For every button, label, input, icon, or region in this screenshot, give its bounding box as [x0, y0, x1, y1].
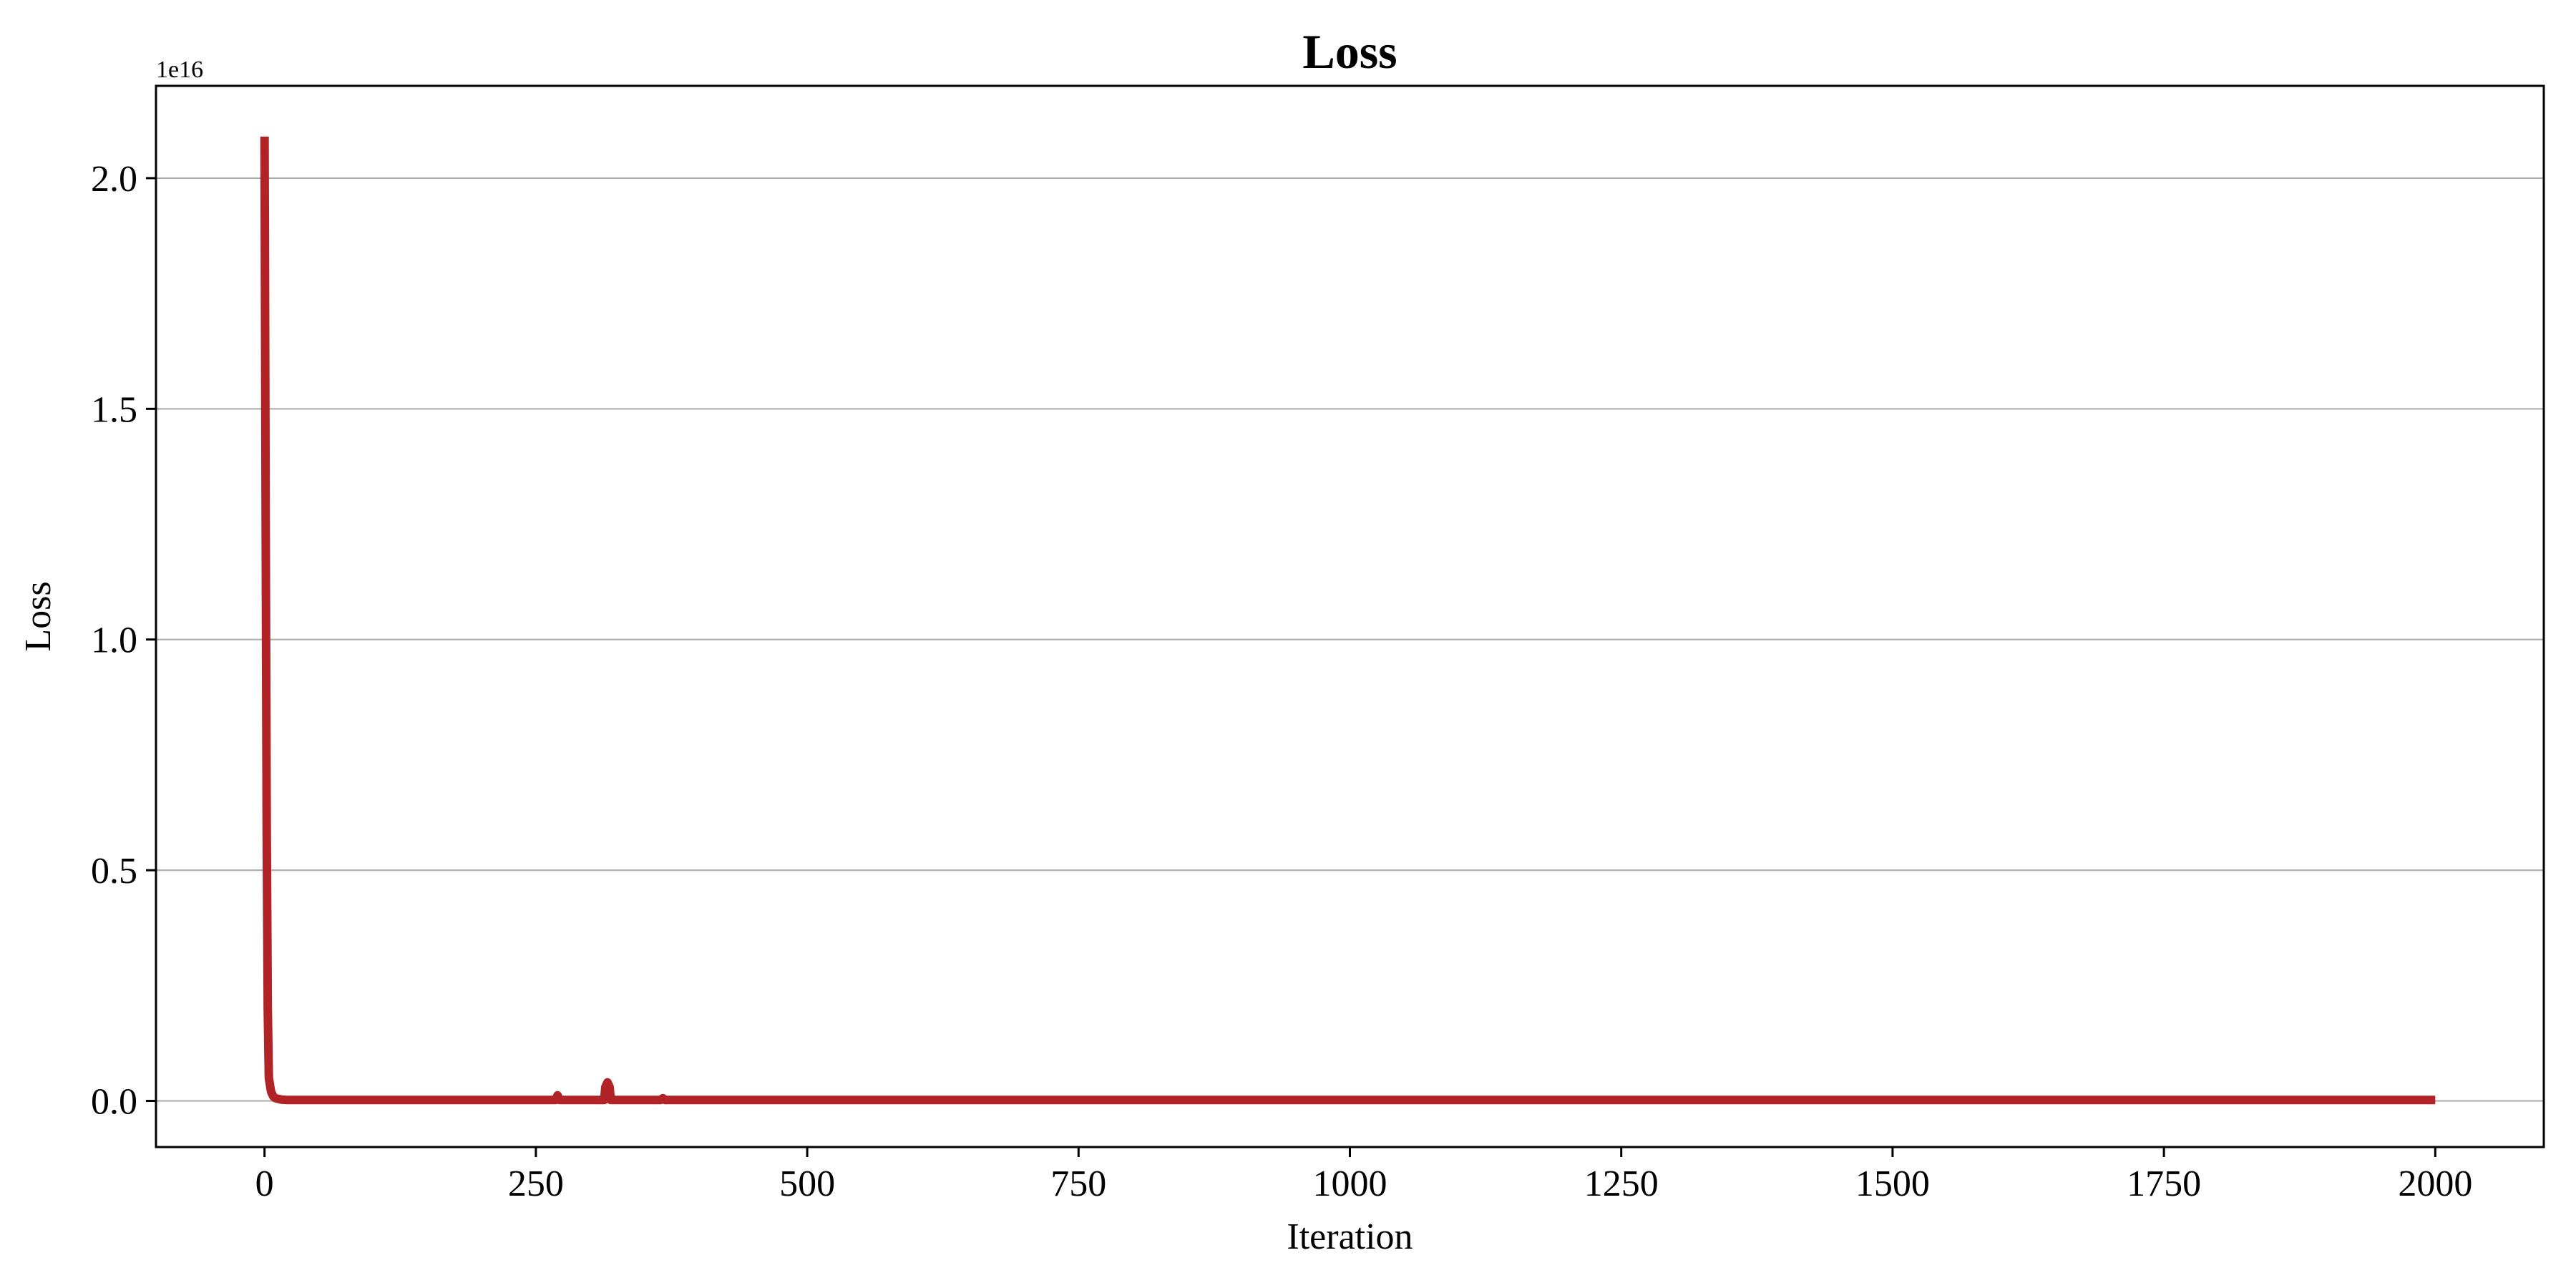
plot-frame: [155, 84, 2545, 1148]
x-tick-label: 1750: [2127, 1163, 2201, 1204]
x-tick-label: 2000: [2398, 1163, 2472, 1204]
y-tick-label: 1.5: [91, 389, 137, 430]
y-tick-label: 0.0: [91, 1082, 137, 1123]
y-axis-offset-label: 1e16: [156, 57, 203, 83]
x-axis-ticks: 0 250 500 750 1000 1250 1500 1750 2000: [255, 1147, 2472, 1204]
y-axis-ticks: 0.0 0.5 1.0 1.5 2.0: [91, 159, 156, 1123]
x-tick-label: 1000: [1313, 1163, 1387, 1204]
x-tick-label: 500: [779, 1163, 835, 1204]
chart-title: Loss: [1302, 24, 1397, 79]
series-layer: [260, 136, 2436, 1105]
x-tick-label: 250: [508, 1163, 564, 1204]
y-tick-label: 1.0: [91, 620, 137, 661]
x-axis-label: Iteration: [1287, 1216, 1413, 1257]
x-tick-label: 750: [1050, 1163, 1106, 1204]
y-tick-label: 2.0: [91, 159, 137, 200]
x-tick-label: 0: [255, 1163, 274, 1204]
x-tick-label: 1500: [1855, 1163, 1930, 1204]
grid-lines: [156, 177, 2544, 1102]
y-tick-label: 0.5: [91, 851, 137, 892]
loss-series-line: [260, 136, 2436, 1105]
y-axis-label: Loss: [18, 581, 59, 651]
x-tick-label: 1250: [1584, 1163, 1659, 1204]
